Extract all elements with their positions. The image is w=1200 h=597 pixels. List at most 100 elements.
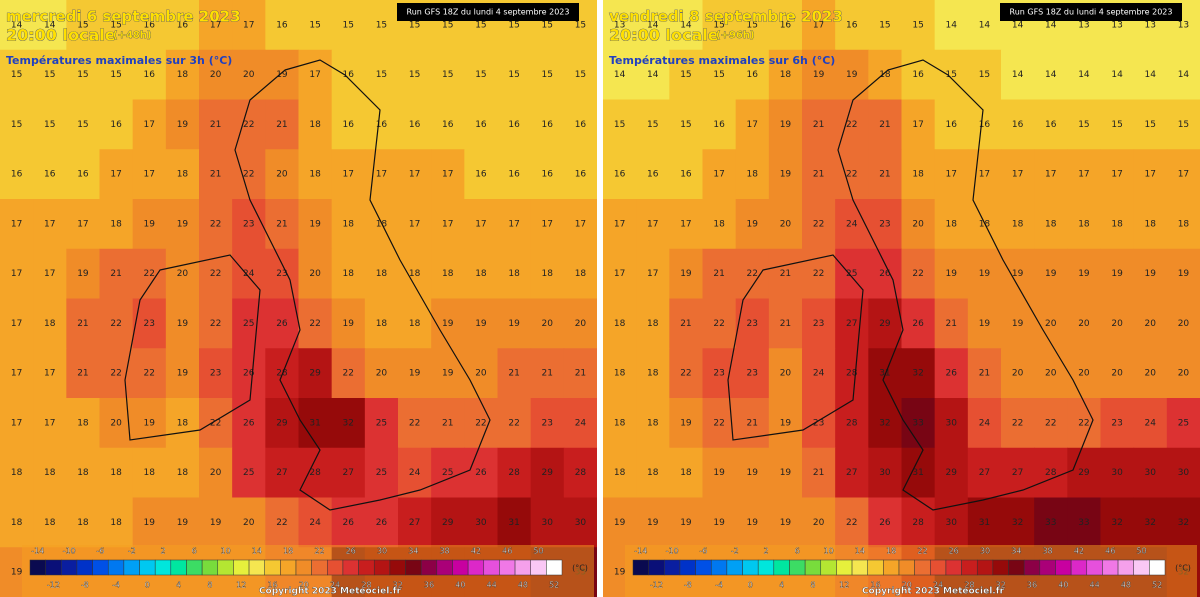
legend-tick-label: 20 [902, 581, 912, 590]
temperature-value: 16 [780, 20, 792, 30]
temperature-cell [464, 49, 498, 100]
temperature-cell [702, 298, 737, 349]
temperature-cell [497, 348, 532, 399]
temperature-cell [802, 149, 836, 200]
temperature-value: 16 [376, 120, 388, 130]
temperature-value: 21 [442, 418, 453, 428]
legend-swatch [420, 559, 438, 576]
temperature-cell [802, 398, 836, 449]
temperature-cell [1067, 298, 1101, 349]
temperature-cell [934, 0, 969, 51]
temperature-value: 32 [1178, 518, 1189, 528]
temperature-cell [768, 497, 803, 548]
legend-tick-label: -14 [31, 547, 44, 556]
run-label: Run GFS 18Z du lundi 4 septembre 2023 [1010, 8, 1173, 17]
temperature-value: 31 [912, 468, 923, 478]
temperature-cell [669, 0, 703, 51]
temperature-cell [868, 447, 902, 498]
legend-tick-label: 16 [267, 581, 277, 590]
temperature-cell [636, 149, 670, 200]
temperature-cell [603, 149, 637, 200]
temperature-cell [364, 248, 399, 299]
temperature-cell [735, 199, 770, 250]
temperature-value: 16 [343, 120, 355, 130]
temperature-value: 18 [713, 219, 725, 229]
temperature-value: 17 [11, 219, 22, 229]
temperature-value: 30 [946, 518, 958, 528]
temperature-cell [398, 398, 432, 449]
temperature-value: 24 [979, 418, 991, 428]
temperature-cell [331, 398, 366, 449]
legend-swatch [217, 559, 234, 576]
temperature-cell [132, 348, 167, 399]
temperature-cell [802, 497, 836, 548]
legend-tick-label: -12 [47, 581, 60, 590]
temperature-cell [0, 99, 34, 150]
temperature-value: 18 [11, 518, 23, 528]
legend-tick-label: 36 [424, 581, 434, 590]
temperature-value: 21 [813, 120, 824, 130]
temperature-cell [232, 348, 266, 399]
temperature-cell [99, 0, 134, 51]
temperature-value: 21 [508, 369, 519, 379]
legend-tick-label: 12 [236, 581, 246, 590]
legend-swatch [1117, 559, 1134, 576]
temperature-value: 17 [44, 219, 55, 229]
temperature-cell [66, 199, 100, 250]
temperature-value: 17 [713, 170, 724, 180]
temperature-cell [768, 348, 803, 399]
temperature-value: 21 [879, 120, 890, 130]
temperature-value: 16 [44, 170, 56, 180]
temperature-value: 14 [1178, 70, 1190, 80]
temperature-cell [1001, 298, 1035, 349]
temperature-cell [563, 348, 598, 399]
temperature-value: 17 [912, 120, 923, 130]
temperature-value: 32 [1012, 518, 1023, 528]
temperature-cell [1001, 149, 1035, 200]
temperature-cell [768, 49, 803, 100]
temperature-cell [199, 0, 233, 51]
temperature-value: 21 [813, 468, 824, 478]
temperature-cell [967, 497, 1002, 548]
temperature-cell [497, 447, 532, 498]
legend-tick-label: 36 [1027, 581, 1037, 590]
temperature-value: 15 [1111, 120, 1122, 130]
legend-tick-label: -12 [650, 581, 663, 590]
temperature-value: 22 [713, 418, 724, 428]
temperature-value: 15 [309, 20, 320, 30]
temperature-cell [1067, 49, 1101, 100]
temperature-value: 18 [376, 319, 388, 329]
temperature-cell [768, 298, 803, 349]
temperature-value: 20 [1145, 369, 1157, 379]
temperature-value: 14 [1078, 70, 1090, 80]
temperature-value: 14 [1012, 70, 1024, 80]
temperature-value: 29 [542, 468, 554, 478]
temperature-value: 32 [912, 369, 923, 379]
temperature-cell [1166, 348, 1200, 399]
legend-swatch [820, 559, 837, 576]
legend-tick-label: -2 [128, 547, 136, 556]
temperature-value: 18 [680, 468, 692, 478]
date-title: vendredi 8 septembre 2023 [609, 8, 843, 26]
temperature-cell [669, 398, 703, 449]
temperature-value: 23 [210, 369, 221, 379]
legend-tick-label: 14 [252, 547, 262, 556]
temperature-value: 22 [508, 418, 519, 428]
temperature-value: 17 [647, 219, 658, 229]
temperature-value: 19 [647, 518, 659, 528]
temperature-cell [331, 0, 366, 51]
temperature-cell [835, 447, 869, 498]
temperature-value: 18 [946, 219, 958, 229]
temperature-cell [530, 49, 565, 100]
temperature-value: 19 [177, 219, 189, 229]
legend-swatch [342, 559, 359, 576]
temperature-value: 18 [44, 468, 56, 478]
temperature-cell [636, 348, 670, 399]
temperature-cell [331, 298, 366, 349]
temperature-value: 22 [243, 120, 254, 130]
legend-swatch [1039, 559, 1056, 576]
temperature-value: 30 [1178, 468, 1190, 478]
temperature-value: 15 [912, 20, 923, 30]
temperature-cell [431, 497, 465, 548]
legend-tick-label: 14 [855, 547, 865, 556]
